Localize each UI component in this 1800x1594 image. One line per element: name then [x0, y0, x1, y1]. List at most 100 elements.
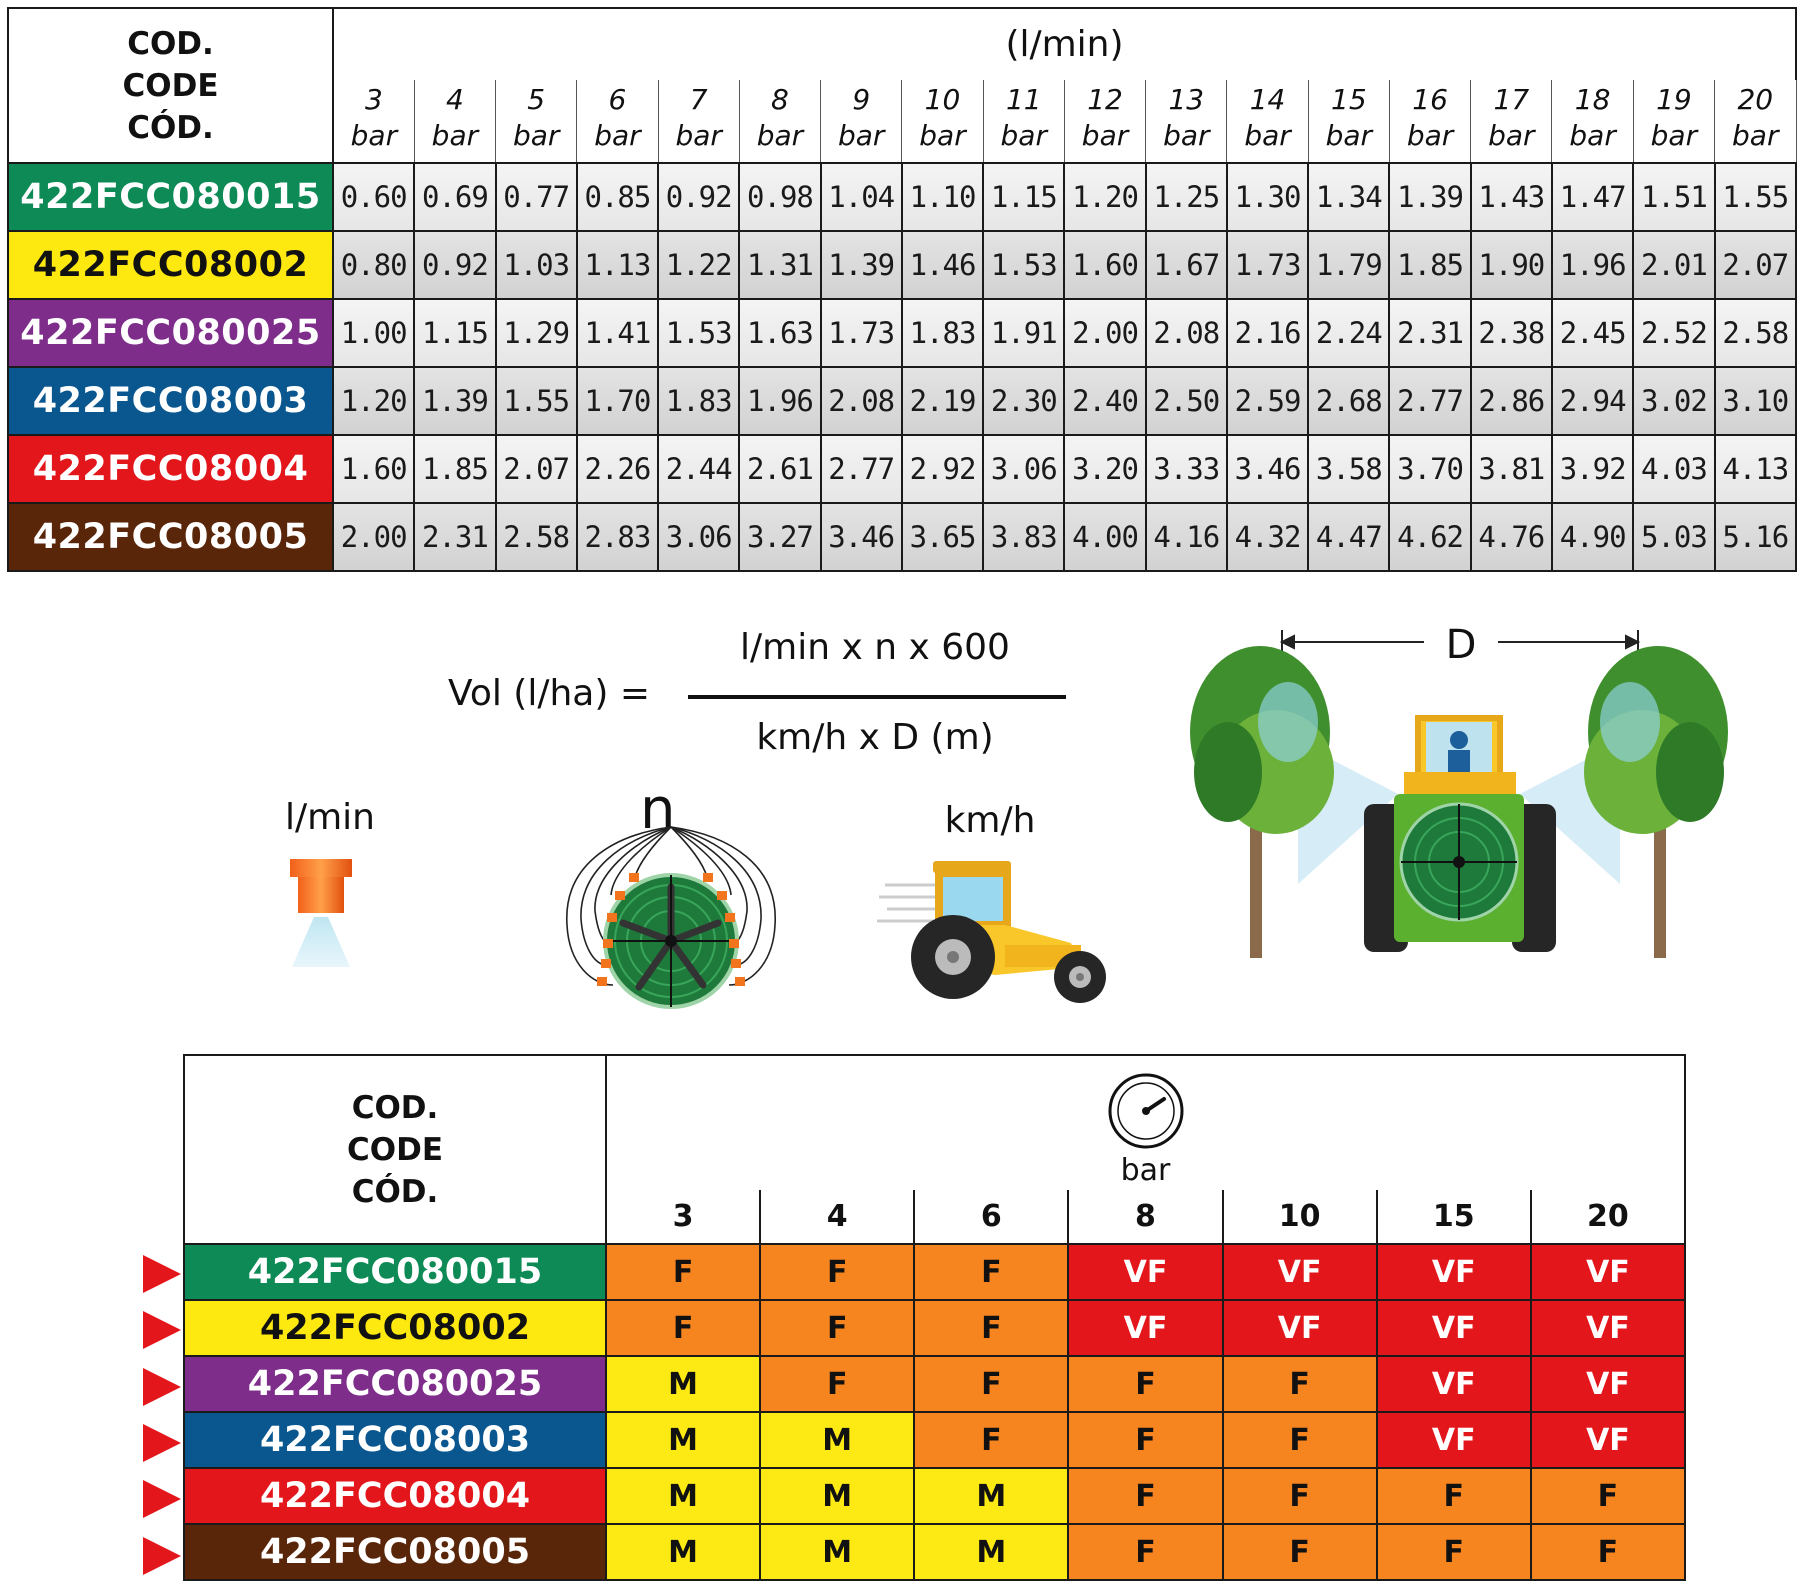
flow-value-cell: 3.10 [1713, 366, 1798, 436]
flow-value-cell: 2.31 [1388, 298, 1472, 368]
table-row: 422FCC08004 1.60 1.85 2.07 2.26 2.44 2.61 2.77 2… [7, 434, 1798, 504]
pressure-header-12: 12 bar [1063, 80, 1147, 164]
pressure-unit: bar [1244, 119, 1291, 153]
flow-value-cell: 1.91 [982, 298, 1066, 368]
flow-value-cell: 5.03 [1632, 502, 1716, 572]
flow-value-cell: 2.26 [575, 434, 660, 504]
flow-value-cell: 3.33 [1144, 434, 1228, 504]
flow-value-cell: 3.02 [1632, 366, 1716, 436]
droplet-class-cell: F [759, 1299, 916, 1357]
pressure-unit: bar [1569, 119, 1616, 153]
droplet-class-cell: F [913, 1243, 1070, 1301]
droplet-size-table: COD. CODE CÓD. bar 3 4 6 8 10 15 20 422FCC0800… [183, 1053, 1687, 1581]
flow-value-cell: 1.20 [1063, 162, 1147, 232]
flow-value-cell: 0.85 [575, 162, 660, 232]
flow-value-cell: 1.41 [575, 298, 660, 368]
pressure-unit: bar [512, 119, 560, 153]
pressure-value: 13 [1168, 83, 1205, 117]
flow-value-cell: 2.77 [1388, 366, 1472, 436]
nozzle-code-cell: 422FCC08004 [7, 434, 334, 504]
flow-value-cell: 4.47 [1307, 502, 1391, 572]
droplet-class-cell: F [1375, 1467, 1532, 1525]
flow-value-cell: 2.59 [1225, 366, 1310, 436]
flow-value-cell: 0.92 [413, 230, 497, 300]
gauge-unit-label: bar [1120, 1153, 1171, 1188]
droplet-class-cell: VF [1529, 1243, 1687, 1301]
nozzle-code-cell: 422FCC08003 [183, 1411, 607, 1469]
table-row: 422FCC080025 1.00 1.15 1.29 1.41 1.53 1.63 1.73… [7, 298, 1798, 368]
flow-value-cell: 2.01 [1632, 230, 1716, 300]
pressure-header-15: 15 bar [1307, 80, 1390, 164]
pressure-value: 3 [364, 83, 383, 117]
pressure-gauge-header: bar [605, 1053, 1686, 1191]
table-row: 422FCC08005 2.00 2.31 2.58 2.83 3.06 3.27 3.46 3… [7, 502, 1798, 572]
nozzle-code-cell: 422FCC08004 [183, 1467, 607, 1525]
pressure-value: 14 [1249, 83, 1286, 117]
flow-value-cell: 2.00 [331, 502, 416, 572]
pressure-header-16: 16 bar [1388, 80, 1472, 164]
pressure-header-10: 10 bar [901, 80, 984, 164]
orchard-sprayer-icon: D [1190, 622, 1728, 958]
pressure-gauge-icon [1108, 1073, 1183, 1149]
flow-value-cell: 2.40 [1063, 366, 1147, 436]
flow-value-cell: 2.44 [657, 434, 741, 504]
flow-value-cell: 1.20 [331, 366, 416, 436]
pressure-header-19: 19 bar [1632, 80, 1716, 164]
flow-header-row: COD. CODE CÓD. (l/min) [7, 6, 1797, 164]
flow-value-cell: 1.39 [413, 366, 497, 436]
flow-value-cell: 3.06 [657, 502, 741, 572]
nozzle-code-cell: 422FCC08002 [183, 1299, 607, 1357]
flow-value-cell: 1.22 [657, 230, 741, 300]
flow-value-cell: 1.55 [494, 366, 578, 436]
pressure-value: 11 [1005, 83, 1042, 117]
flow-value-cell: 1.63 [738, 298, 822, 368]
pressure-header-5: 5 bar [495, 80, 578, 164]
flow-value-cell: 2.45 [1550, 298, 1635, 368]
flow-value-cell: 4.90 [1550, 502, 1635, 572]
formula-denominator: km/h x D (m) [756, 717, 994, 758]
pressure-value: 15 [1331, 83, 1367, 117]
droplet-class-cell: F [1067, 1355, 1224, 1413]
pressure-value: 8 [771, 83, 789, 117]
pressure-value: 18 [1574, 83, 1611, 117]
droplet-class-cell: F [604, 1299, 762, 1357]
pressure-unit: bar [1406, 119, 1454, 153]
table-row: 422FCC08004 M M M F F F F [183, 1467, 1687, 1525]
pressure-value: 10 [924, 83, 961, 117]
table-row: 422FCC08005 M M M F F F F [183, 1523, 1687, 1581]
code-column-header: COD. CODE CÓD. [7, 7, 334, 164]
flow-value-cell: 1.04 [819, 162, 903, 232]
pressure-value: 17 [1493, 83, 1530, 117]
pressure-value: 6 [608, 83, 627, 117]
pressure-unit: bar [1163, 119, 1210, 153]
droplet-class-cell: M [759, 1523, 916, 1581]
flow-value-cell: 4.76 [1469, 502, 1553, 572]
flow-value-cell: 1.39 [819, 230, 903, 300]
pressure-value: 4 [445, 83, 464, 117]
droplet-class-cell: F [913, 1411, 1070, 1469]
table-row: 422FCC08002 0.80 0.92 1.03 1.13 1.22 1.31 1.39 1… [7, 230, 1798, 300]
nozzle-code-cell: 422FCC08005 [7, 502, 334, 572]
pressure-header-10: 10 [1221, 1190, 1378, 1245]
flow-value-cell: 1.15 [413, 298, 497, 368]
flow-value-cell: 3.46 [1225, 434, 1310, 504]
flow-value-cell: 1.34 [1307, 162, 1391, 232]
droplet-class-cell: F [1529, 1523, 1687, 1581]
flow-value-cell: 2.07 [1713, 230, 1798, 300]
pressure-header-4: 4 bar [413, 80, 497, 164]
droplet-class-cell: F [913, 1299, 1070, 1357]
droplet-class-cell: M [759, 1411, 916, 1469]
flow-value-cell: 3.58 [1307, 434, 1391, 504]
pressure-unit: bar [838, 119, 885, 153]
droplet-class-cell: F [604, 1243, 762, 1301]
flow-value-cell: 1.10 [900, 162, 985, 232]
pressure-unit: bar [1488, 119, 1535, 153]
row-arrow-icon [143, 1367, 181, 1406]
nozzle-code-cell: 422FCC080015 [7, 162, 334, 232]
flow-value-cell: 2.24 [1307, 298, 1391, 368]
flow-value-cell: 1.83 [900, 298, 985, 368]
nozzle-label: l/min [284, 797, 376, 838]
code-head-line: COD. [351, 1089, 439, 1126]
flow-value-cell: 2.38 [1469, 298, 1553, 368]
droplet-class-cell: M [759, 1467, 916, 1525]
